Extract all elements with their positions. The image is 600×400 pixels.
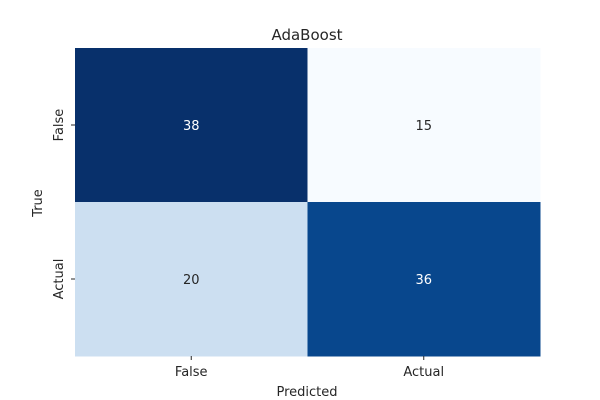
- heatmap-cells: [75, 48, 541, 357]
- y-axis-label: True: [31, 189, 46, 218]
- cell-value-label-0-0: 38: [183, 119, 200, 134]
- y-tick-label-0: False: [52, 109, 67, 142]
- x-axis-label: Predicted: [276, 385, 337, 400]
- heatmap-cell-0-1: [307, 48, 541, 203]
- x-axis-ticks: False Actual: [175, 356, 444, 380]
- cell-value-label-1-0: 20: [183, 273, 200, 288]
- heatmap-cell-1-0: [75, 202, 308, 357]
- cell-value-label-1-1: 36: [415, 273, 432, 288]
- x-tick-label-1: Actual: [403, 365, 444, 380]
- y-axis-ticks: False Actual: [52, 109, 75, 300]
- y-tick-label-1: Actual: [52, 259, 67, 300]
- heatmap-cell-0-0: [75, 48, 308, 203]
- heatmap-cell-1-1: [307, 202, 541, 357]
- chart-title: AdaBoost: [271, 26, 342, 44]
- cell-value-label-0-1: 15: [415, 119, 432, 134]
- x-tick-label-0: False: [175, 365, 208, 380]
- heatmap-value-labels: 38 15 20 36: [183, 119, 432, 288]
